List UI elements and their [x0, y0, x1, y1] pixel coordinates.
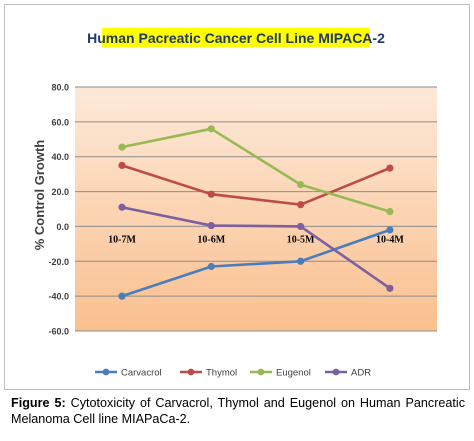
y-tick-label: -40.0: [48, 292, 69, 302]
legend-marker: [332, 368, 340, 376]
data-point-thymol: [297, 201, 305, 209]
figure-caption: Figure 5: Cytotoxicity of Carvacrol, Thy…: [11, 395, 465, 427]
data-point-adr: [386, 284, 394, 292]
series-line-carvacrol: [121, 228, 391, 298]
data-point-carvacrol: [297, 257, 305, 265]
legend-label: Thymol: [206, 368, 237, 379]
data-point-eugenol: [386, 208, 394, 216]
data-point-thymol: [207, 190, 215, 198]
data-point-adr: [297, 222, 305, 231]
data-point-adr: [118, 203, 126, 211]
x-category-label: 10-6M: [197, 234, 225, 245]
y-tick-label: 0.0: [56, 222, 69, 232]
y-tick-labels: 80.0 60.0 40.0 20.0 0.0 -20.0 -40.0 -60.0: [48, 83, 69, 337]
legend: Carvacrol Thymol Eugenol ADR: [95, 368, 371, 379]
series-lines: [118, 125, 394, 300]
series-line-adr: [121, 205, 391, 290]
data-point-thymol: [386, 164, 394, 172]
data-point-eugenol: [207, 125, 215, 133]
y-tick-label: 60.0: [51, 117, 69, 127]
y-axis-label: % Control Growth: [32, 140, 47, 251]
y-tick-label: -20.0: [48, 257, 69, 267]
legend-marker: [187, 368, 195, 376]
data-point-eugenol: [118, 143, 126, 151]
legend-label: Carvacrol: [121, 368, 162, 379]
legend-label: ADR: [351, 368, 371, 379]
data-point-eugenol: [297, 181, 305, 189]
chart: Human Pacreatic Cancer Cell Line MIPACA-…: [32, 28, 437, 379]
data-point-adr: [207, 221, 215, 230]
chart-title: Human Pacreatic Cancer Cell Line MIPACA-…: [87, 30, 385, 46]
legend-label: Eugenol: [276, 368, 311, 379]
data-point-carvacrol: [207, 262, 215, 271]
x-category-label: 10-5M: [287, 234, 315, 245]
data-point-carvacrol: [386, 226, 394, 234]
caption-text: Cytotoxicity of Carvacrol, Thymol and Eu…: [11, 396, 465, 426]
y-tick-label: 20.0: [51, 187, 69, 197]
y-tick-label: 80.0: [51, 83, 69, 93]
x-category-label: 10-7M: [108, 234, 136, 245]
chart-title-highlight: [102, 28, 370, 47]
legend-marker: [257, 368, 265, 376]
caption-label: Figure 5:: [11, 396, 66, 410]
series-line-thymol: [121, 164, 391, 206]
x-category-labels: 10-7M 10-6M 10-5M 10-4M: [108, 234, 404, 245]
y-tick-label: 40.0: [51, 152, 69, 162]
x-category-label: 10-4M: [376, 234, 404, 245]
data-point-thymol: [118, 161, 126, 170]
data-point-carvacrol: [118, 292, 126, 300]
legend-marker: [102, 368, 110, 376]
y-tick-label: -60.0: [48, 327, 69, 337]
series-line-eugenol: [121, 127, 391, 213]
